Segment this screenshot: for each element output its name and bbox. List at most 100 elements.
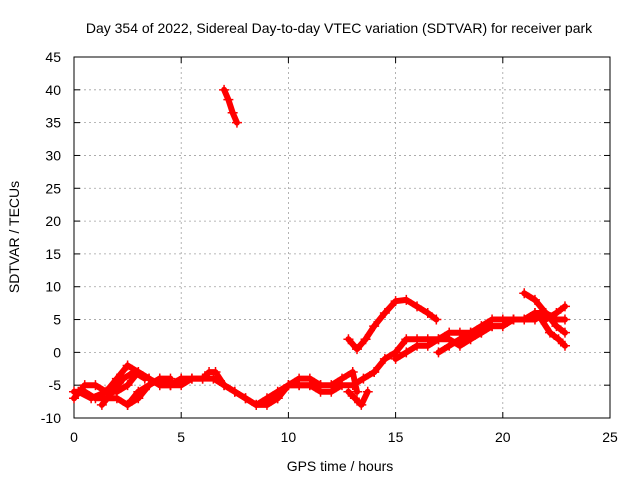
data-point (352, 344, 363, 355)
tick-layer: 0 5 10 15 20 25 -10 -5 0 5 10 15 20 25 30 35 40 45 (41, 49, 618, 445)
series-trace-i (343, 294, 442, 355)
series-trace-g (343, 386, 373, 410)
data-point (272, 393, 283, 404)
x-tick-label: 20 (495, 429, 511, 445)
data-point (343, 386, 354, 397)
data-point (465, 327, 476, 338)
data-point (139, 373, 150, 384)
data-point (369, 367, 380, 378)
series-band (345, 296, 440, 353)
data-point (508, 314, 519, 325)
data-point (229, 386, 240, 397)
data-point (118, 373, 129, 384)
data-point (519, 314, 530, 325)
data-point (133, 393, 144, 404)
data-point (69, 386, 79, 397)
y-tick-label: -10 (41, 410, 61, 426)
data-point (186, 373, 197, 384)
data-point (379, 353, 390, 364)
series-trace-n (536, 314, 570, 351)
data-point (304, 373, 315, 384)
y-tick-label: 35 (45, 115, 61, 131)
data-point (223, 94, 234, 105)
data-point (122, 399, 133, 410)
data-point (90, 380, 101, 391)
data-point (129, 367, 140, 378)
series-band (221, 86, 240, 126)
data-point (79, 386, 90, 397)
data-point (390, 353, 401, 364)
data-point (544, 327, 555, 338)
y-tick-label: 0 (53, 344, 61, 360)
data-point (294, 373, 305, 384)
data-point (433, 334, 444, 345)
data-point (412, 340, 423, 351)
x-tick-label: 15 (388, 429, 404, 445)
data-point (529, 294, 540, 305)
data-point (176, 373, 187, 384)
y-tick-label: 10 (45, 279, 61, 295)
y-tick-label: -5 (49, 377, 62, 393)
data-point (352, 386, 363, 397)
x-tick-label: 0 (70, 429, 78, 445)
data-point (231, 117, 242, 128)
series-band (538, 316, 568, 349)
y-tick-label: 30 (45, 147, 61, 163)
y-tick-label: 15 (45, 246, 61, 262)
data-point (240, 393, 251, 404)
data-point (551, 321, 562, 332)
data-point (362, 386, 373, 397)
data-point (369, 321, 380, 332)
plot-frame (73, 56, 611, 419)
data-point (337, 373, 347, 384)
data-point (401, 334, 412, 345)
y-tick-label: 45 (45, 49, 61, 65)
y-tick-label: 20 (45, 213, 61, 229)
data-point (326, 380, 337, 391)
data-point (144, 380, 155, 391)
data-point (210, 367, 221, 378)
data-point (315, 380, 326, 391)
data-point (559, 340, 570, 351)
data-point (444, 340, 455, 351)
data-point (379, 307, 390, 318)
data-point (390, 296, 401, 307)
data-point (343, 334, 354, 345)
data-point (283, 380, 294, 391)
series-trace-m (519, 288, 570, 338)
series-band (345, 388, 371, 408)
data-point (219, 84, 230, 95)
data-point (356, 399, 367, 410)
data-point (433, 347, 444, 358)
data-point (497, 321, 508, 332)
data-point (251, 399, 262, 410)
data-point (519, 288, 530, 299)
data-point (431, 314, 442, 325)
data-point (536, 314, 547, 325)
data-point (487, 321, 498, 332)
grid-layer (74, 57, 610, 418)
data-point (227, 107, 238, 118)
data-point (454, 334, 465, 345)
data-point (219, 380, 230, 391)
data-point (154, 373, 165, 384)
data-point (422, 307, 433, 318)
data-point (553, 334, 564, 345)
series-trace-d (96, 367, 150, 410)
data-point (422, 340, 433, 351)
data-point (261, 399, 272, 410)
data-point (107, 386, 118, 397)
data-point (111, 393, 122, 404)
x-tick-label: 10 (281, 429, 297, 445)
data-point (90, 393, 101, 404)
data-point (559, 301, 570, 312)
series-trace-f (272, 373, 326, 404)
data-point (476, 327, 487, 338)
data-point (559, 327, 570, 338)
data-point (96, 399, 107, 410)
data-point (412, 301, 423, 312)
data-point (347, 367, 358, 378)
data-point (540, 307, 551, 318)
data-point (358, 373, 369, 384)
